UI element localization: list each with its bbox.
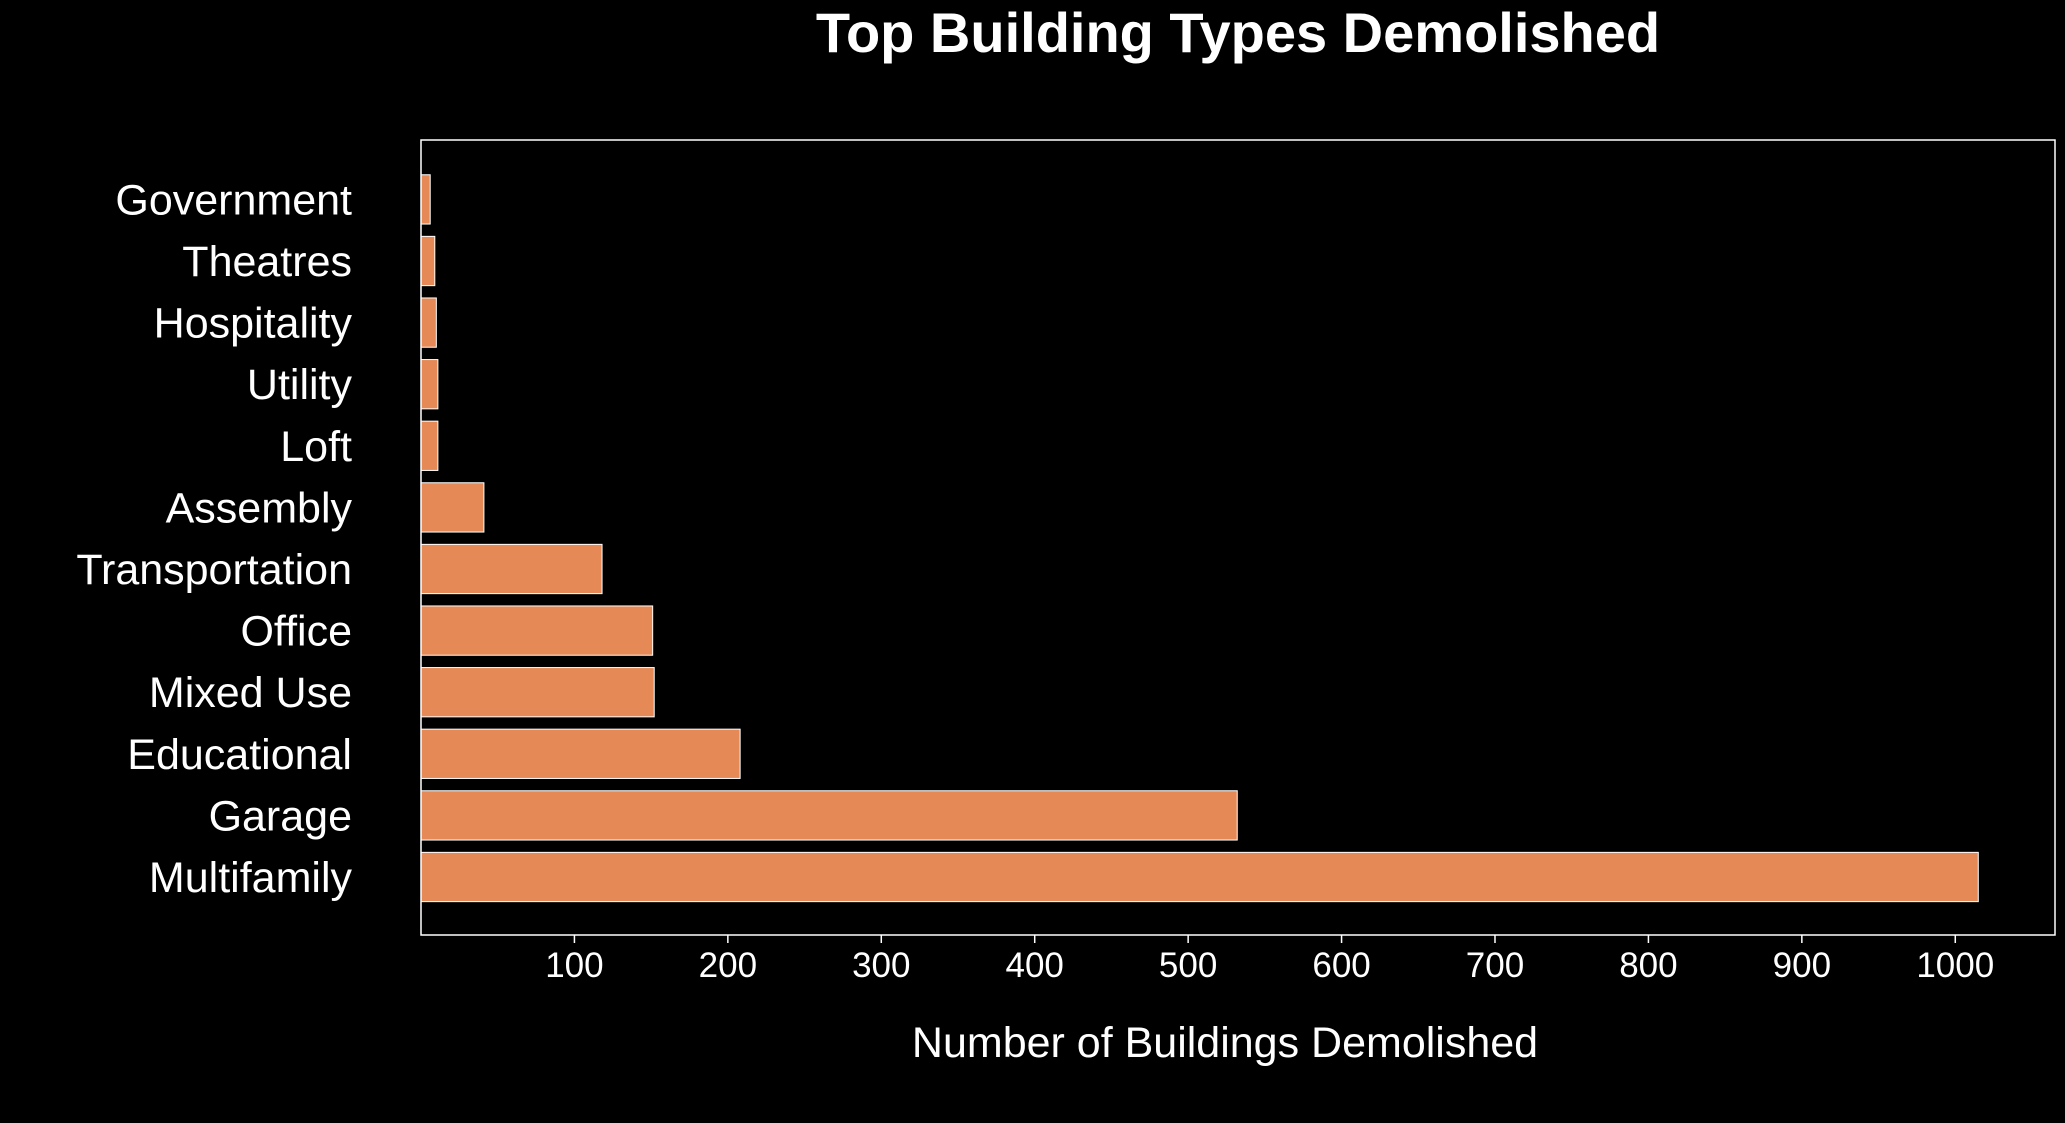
x-axis-label: Number of Buildings Demolished (912, 1019, 1538, 1067)
x-tick-label: 800 (1619, 946, 1677, 985)
bars-group (420, 174, 1979, 903)
bar-educational (420, 728, 741, 779)
y-tick-label: Transportation (76, 546, 352, 594)
bar-mixed-use (420, 667, 655, 718)
x-tick-label: 500 (1159, 946, 1217, 985)
bar-assembly (420, 482, 485, 533)
y-tick-label: Office (240, 608, 352, 656)
x-tick-label: 1000 (1916, 946, 1994, 985)
x-tick-label: 200 (699, 946, 757, 985)
bar-office (420, 605, 654, 656)
chart-title: Top Building Types Demolished (816, 1, 1660, 64)
bar-utility (420, 359, 439, 410)
bar-hospitality (420, 297, 437, 348)
y-tick-labels: Multifamily Garage Educational Mixed Use Off… (76, 176, 352, 902)
bar-transportation (420, 543, 603, 595)
x-tick-label: 300 (852, 946, 910, 985)
y-tick-label: Mixed Use (149, 669, 352, 717)
x-tick-label: 900 (1773, 946, 1831, 985)
y-tick-label: Hospitality (154, 300, 353, 348)
y-tick-label: Theatres (182, 238, 352, 286)
bar-government (420, 174, 431, 225)
y-tick-label: Multifamily (149, 854, 353, 902)
x-tick-labels: 100 200 300 400 500 600 700 800 900 1000 (545, 935, 1994, 985)
plot-frame (420, 139, 2056, 936)
bar-multifamily (420, 851, 1979, 903)
y-tick-label: Utility (247, 361, 353, 409)
y-tick-label: Assembly (166, 484, 353, 532)
y-tick-label: Educational (127, 731, 352, 779)
bar-theatres (420, 235, 436, 287)
x-tick-label: 700 (1466, 946, 1524, 985)
y-tick-label: Garage (209, 792, 352, 840)
x-tick-label: 400 (1006, 946, 1064, 985)
bar-garage (420, 790, 1238, 841)
x-tick-label: 600 (1312, 946, 1370, 985)
y-tick-label: Loft (280, 423, 352, 471)
x-tick-label: 100 (545, 946, 603, 985)
bar-loft (420, 420, 439, 471)
y-tick-label: Government (115, 176, 352, 224)
